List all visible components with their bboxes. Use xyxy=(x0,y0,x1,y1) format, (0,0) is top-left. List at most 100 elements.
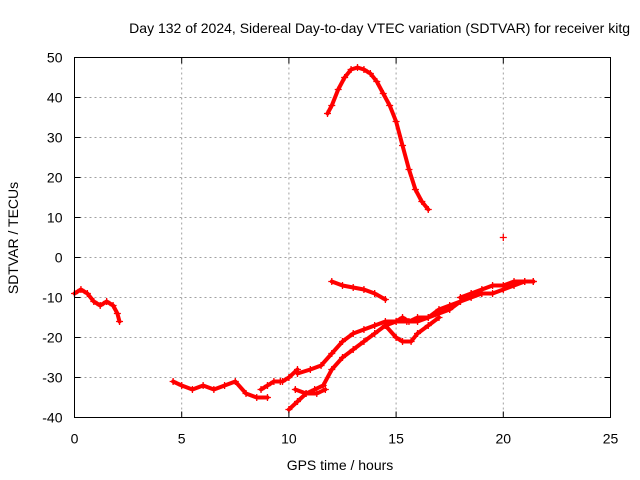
series-line xyxy=(325,65,431,212)
plot-frame xyxy=(74,57,611,418)
data-point xyxy=(424,206,432,213)
data-point xyxy=(371,330,379,337)
data-point xyxy=(334,86,342,93)
data-point xyxy=(407,338,415,345)
data-point xyxy=(317,362,325,369)
data-series xyxy=(71,64,537,413)
data-point xyxy=(414,330,422,337)
data-point xyxy=(379,90,387,97)
data-point xyxy=(328,350,336,357)
data-point xyxy=(103,298,111,305)
data-point xyxy=(349,284,357,291)
data-point xyxy=(339,282,346,289)
data-point xyxy=(392,118,400,125)
data-point xyxy=(399,142,407,149)
data-point xyxy=(199,382,207,389)
data-point xyxy=(371,322,379,329)
data-point xyxy=(270,378,278,385)
data-point xyxy=(349,330,357,337)
data-point xyxy=(302,390,310,397)
y-tick-label: 50 xyxy=(47,50,63,66)
data-point xyxy=(414,318,422,325)
data-point xyxy=(77,286,85,293)
data-point xyxy=(253,394,261,401)
data-point xyxy=(360,66,368,73)
data-point xyxy=(210,386,218,393)
data-point xyxy=(347,66,355,73)
data-point xyxy=(242,390,250,397)
data-point xyxy=(319,382,327,389)
series-arc-3 xyxy=(257,378,284,393)
data-point xyxy=(489,282,497,289)
series-arc-9 xyxy=(328,278,389,303)
data-point xyxy=(339,338,346,345)
y-tick-label: -20 xyxy=(42,330,62,346)
data-point xyxy=(83,290,91,297)
data-point xyxy=(90,298,98,305)
series-line xyxy=(171,379,270,400)
y-tick-label: 0 xyxy=(55,250,63,266)
series-arc-6 xyxy=(293,278,537,377)
data-point xyxy=(424,314,432,321)
data-point xyxy=(328,102,336,109)
data-point xyxy=(392,318,400,325)
data-point xyxy=(392,334,400,341)
data-point xyxy=(313,390,321,397)
data-point xyxy=(371,290,379,297)
series-line xyxy=(293,387,328,396)
x-tick-label: 5 xyxy=(178,431,186,447)
data-point xyxy=(411,186,419,193)
x-tick-labels: 0 5 10 15 20 25 xyxy=(71,431,619,447)
data-point xyxy=(381,322,389,329)
data-point xyxy=(399,338,407,345)
data-point xyxy=(467,290,475,297)
data-point xyxy=(510,282,518,289)
y-tick-label: 20 xyxy=(47,170,63,186)
data-point xyxy=(360,286,368,293)
y-tick-label: -10 xyxy=(42,290,62,306)
axis-ticks xyxy=(74,57,611,418)
series-arc-10 xyxy=(456,278,537,301)
x-axis-label: GPS time / hours xyxy=(287,457,394,473)
x-tick-label: 15 xyxy=(388,431,404,447)
data-point xyxy=(521,278,529,285)
data-point xyxy=(373,78,381,85)
series-point xyxy=(499,234,507,241)
data-point xyxy=(499,234,507,241)
data-point xyxy=(478,290,486,297)
y-tick-label: 30 xyxy=(47,130,63,146)
x-tick-label: 10 xyxy=(281,431,297,447)
data-point xyxy=(116,318,124,325)
data-point xyxy=(306,366,314,373)
series-line xyxy=(280,367,300,384)
data-point xyxy=(339,354,346,361)
y-tick-label: 10 xyxy=(47,210,63,226)
data-point xyxy=(169,378,177,385)
data-point xyxy=(446,302,454,309)
y-tick-label: -30 xyxy=(42,370,62,386)
series-line xyxy=(329,279,388,302)
data-point xyxy=(381,296,389,303)
data-point xyxy=(435,314,443,321)
data-point xyxy=(529,278,537,285)
data-point xyxy=(231,378,239,385)
data-point xyxy=(293,398,301,405)
series-arc-1 xyxy=(71,286,124,325)
data-point xyxy=(321,386,329,393)
data-point xyxy=(354,64,362,71)
chart-title: Day 132 of 2024, Sidereal Day-to-day VTE… xyxy=(129,20,630,36)
data-point xyxy=(489,290,497,297)
data-point xyxy=(366,70,374,77)
data-point xyxy=(386,102,394,109)
data-point xyxy=(499,286,507,293)
data-point xyxy=(349,346,357,353)
y-axis-label: SDTVAR / TECUs xyxy=(5,182,21,294)
data-point xyxy=(278,378,286,385)
data-point xyxy=(257,386,265,393)
x-tick-label: 20 xyxy=(496,431,512,447)
series-arc-7 xyxy=(291,386,329,397)
data-point xyxy=(178,382,186,389)
x-tick-label: 0 xyxy=(71,431,79,447)
data-point xyxy=(188,386,196,393)
data-point xyxy=(263,382,271,389)
